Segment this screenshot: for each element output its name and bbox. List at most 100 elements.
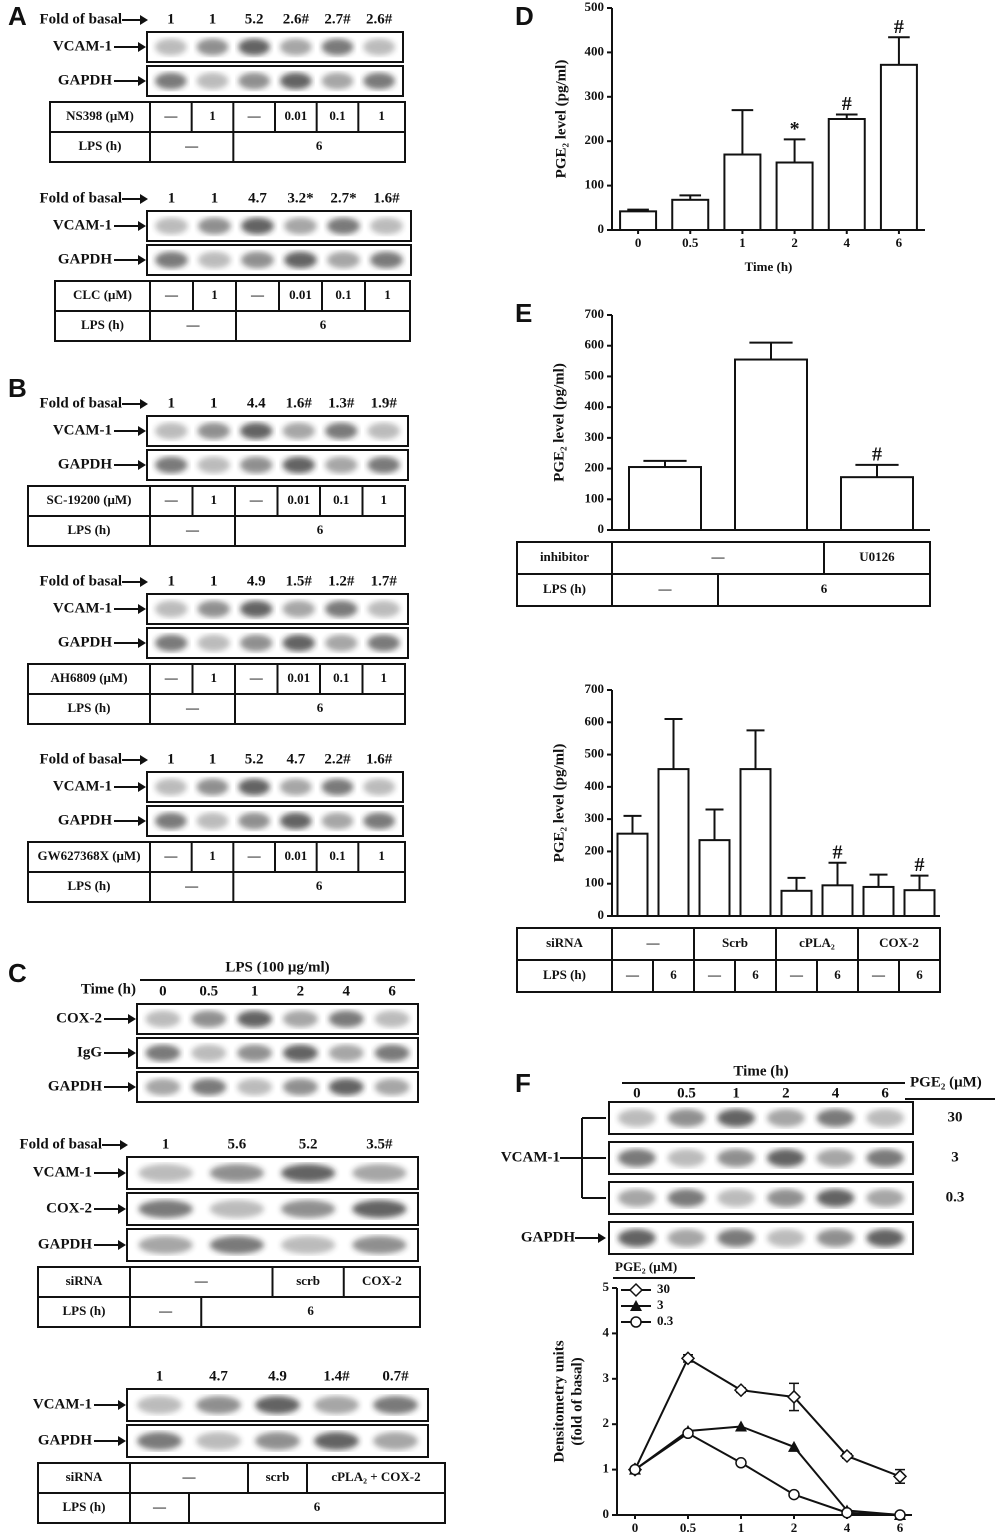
blot-band [667,1109,706,1127]
lane-label: 6 [881,1085,889,1101]
arrow-head [120,1140,128,1150]
blot-band [155,217,188,235]
lane-label: 4.7 [209,1368,228,1384]
table-cell: — [249,492,264,507]
table-row-label: siRNA [66,1273,103,1288]
series-line [634,1356,901,1478]
y-axis-label: Densitometry units [551,1340,567,1462]
blot-band [617,1229,656,1247]
band-label: COX-2 [56,1010,102,1026]
bar [619,210,658,232]
blot-band [866,1229,905,1247]
table-cell: 0.1 [335,287,351,302]
blot-band [325,456,358,474]
marker [733,1383,749,1398]
x-tick-label: 0 [632,1520,639,1535]
blot-header: LPS (100 μg/ml) [225,959,329,975]
blot-band [766,1149,805,1167]
blot-band [374,1044,410,1062]
blot-strip [146,805,404,837]
blot-band [196,38,229,56]
blot-band [321,38,354,56]
legend-marker [630,1300,642,1311]
y-axis-label: (fold of basal) [569,1357,585,1445]
lane-label: 1.5# [286,573,313,589]
lane-label: 2.7# [324,11,351,27]
table-cell: 0.1 [333,670,349,685]
band-label: GAPDH [58,72,112,88]
lane-label: 1 [167,11,175,27]
lane-label: 1 [732,1085,740,1101]
arrow-head [128,1014,136,1024]
lane-label: 2.6# [366,11,393,27]
blot-band [209,1236,264,1254]
band-label: VCAM-1 [33,1164,92,1180]
panel-letter: B [8,373,27,403]
lane-label: 1.6# [373,190,400,206]
blot-strip [146,415,409,447]
table-row-label: LPS (h) [543,581,586,596]
blot-band [197,422,230,440]
blot-band [816,1189,855,1207]
x-tick-label: 6 [896,235,903,250]
y-axis-label: PGE₂ level (pg/ml) [551,363,567,482]
blot-strip [146,31,404,63]
table-cell: COX-2 [362,1273,402,1288]
band-label: VCAM-1 [53,217,112,233]
blot-strip [126,1156,419,1190]
y-tick-label: 500 [585,746,605,761]
blot-band [155,456,188,474]
blot-band [370,217,403,235]
table-cell: cPLA₂ [799,935,835,950]
blot-band [209,1164,264,1182]
marker [788,1440,800,1452]
blot-strip [136,1003,419,1035]
blot-band [352,1236,407,1254]
blot-strip [126,1192,419,1226]
lane-label: 1.2# [328,573,355,589]
table-cell: 1 [384,287,391,302]
blot-band [237,1010,272,1028]
blot-band [816,1149,855,1167]
table-cell: — [163,108,178,123]
blot-band [667,1189,706,1207]
table-row-label: siRNA [66,1469,103,1484]
table-cell: 6 [307,1303,314,1318]
bar [657,768,690,917]
blot-band [325,422,358,440]
lane-label: 1 [251,983,259,999]
band-label: GAPDH [58,634,112,650]
blot-band [374,1078,410,1096]
blot-band [283,1078,318,1096]
annotation: # [842,93,852,115]
blot-strip [146,449,409,481]
table-cell: 1 [209,108,216,123]
blot-strip [146,210,412,242]
y-tick-label: 300 [585,810,605,825]
fold-label: Fold of basal [39,190,122,206]
lane-label: 1.4# [323,1368,350,1384]
band-label: VCAM-1 [53,600,112,616]
band-label: GAPDH [58,812,112,828]
blot-band [197,634,230,652]
time-label: Time (h) [733,1063,788,1079]
blot-strip [608,1101,914,1135]
y-tick-label: 0 [598,521,605,536]
blot-band [766,1109,805,1127]
blot-band [198,217,231,235]
table-cell: Scrb [722,935,748,950]
annotation: # [872,443,882,465]
lane-label: 0 [633,1085,641,1101]
blot-band [238,778,270,796]
arrow-head [140,577,148,587]
blot-band [196,812,229,830]
fold-label: Fold of basal [39,395,122,411]
table-cell: 6 [316,878,323,893]
table-cell: 6 [320,317,327,332]
lane-label: 1 [209,11,217,27]
blot-band [283,1044,318,1062]
arrow-head [118,1400,126,1410]
x-tick-label: 2 [791,1520,798,1535]
table-cell: 0.1 [329,108,345,123]
table-cell: cPLA₂ + COX-2 [331,1469,420,1484]
